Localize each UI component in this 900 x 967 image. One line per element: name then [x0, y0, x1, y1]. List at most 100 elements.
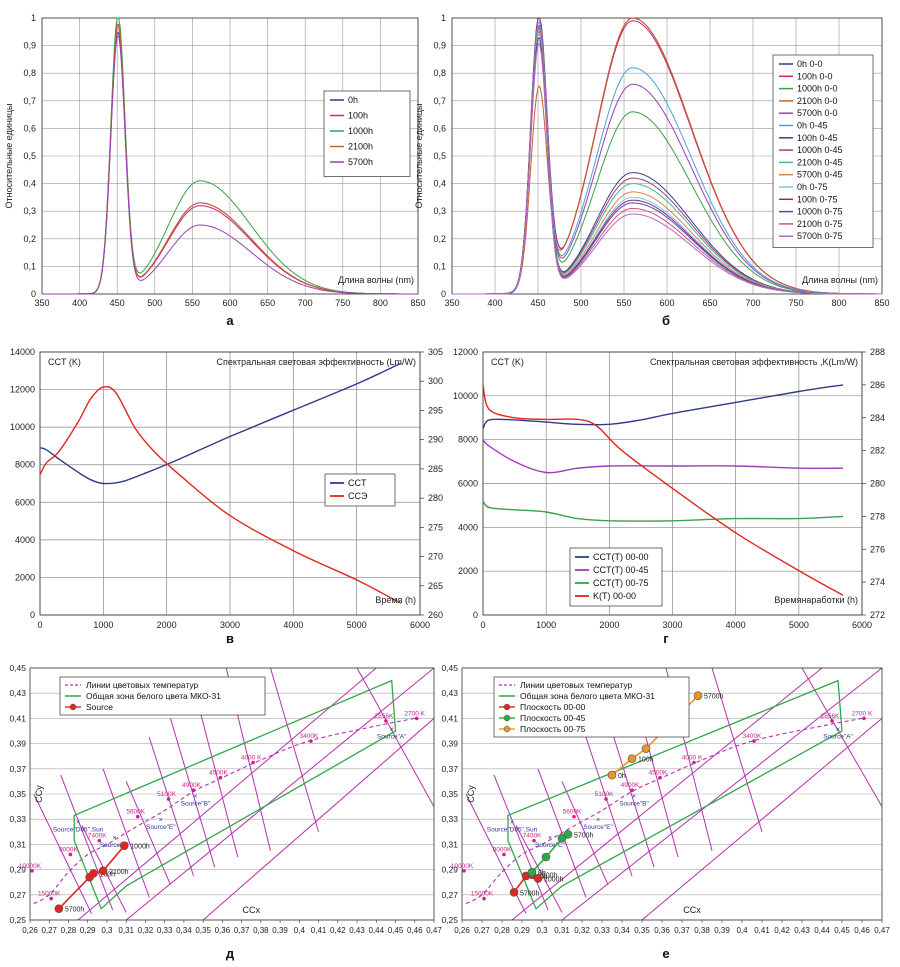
- cct-marker: [384, 719, 388, 723]
- cct-label: 15000K: [471, 891, 494, 898]
- legend-box: [324, 473, 396, 507]
- legend-entry: 0h 0-0: [797, 59, 823, 69]
- data-point: [54, 904, 64, 913]
- chart-e: 0,26 0,27 0,28 0,29 0,3 0,31 0,32 0,33 0,34 0,35 0…: [441, 663, 890, 961]
- cct-label: 4000 K: [682, 755, 703, 762]
- cct-label: 4900K: [621, 782, 640, 789]
- b-caption: б: [662, 313, 670, 328]
- legend-entry: 100h: [348, 111, 368, 121]
- x-tick-label: 500: [147, 298, 162, 308]
- x-tick-label: 0,29: [514, 926, 530, 935]
- cct-marker: [692, 760, 696, 765]
- x-tick-label: 0,42: [774, 926, 790, 935]
- x-tick-label: 0,39: [272, 926, 288, 935]
- g-plot-frame: [482, 351, 863, 616]
- x-tick-label: 750: [788, 298, 803, 308]
- y-tick-label: 10000: [453, 391, 478, 401]
- legend-entry: 0h: [348, 95, 358, 105]
- y2-axis-label: Спектральная световая эффективность (Lm/…: [217, 357, 416, 367]
- x-tick-label: 0,43: [349, 926, 365, 935]
- cct-marker: [482, 896, 486, 901]
- y-tick-label: 0,37: [9, 764, 26, 774]
- legend-entry: Общая зона белого цвета МКО-31: [520, 691, 655, 701]
- series-line-2: [482, 500, 844, 522]
- source-label: Source"B": [619, 800, 649, 807]
- x-tick-label: 850: [410, 298, 425, 308]
- y-tick-label: 1: [31, 13, 36, 23]
- x-tick-label: 5000: [789, 620, 809, 630]
- x-tick-label: 0,34: [176, 926, 192, 935]
- data-point: [693, 691, 703, 701]
- cct-label: 4500K: [209, 770, 228, 777]
- x-tick-label: 0,41: [311, 926, 327, 935]
- series-line-1: [39, 385, 402, 604]
- y-tick-label: 0,3: [23, 206, 36, 216]
- y-tick-label: 6000: [15, 497, 35, 507]
- y-tick-label: 2000: [458, 566, 478, 576]
- chart-b: 350 400 450 500 550 600 650 700 750 800 850 0 0,1 0,2…: [414, 13, 890, 328]
- isotemperature-line: [711, 668, 763, 832]
- cct-label: 2700 K: [404, 710, 425, 717]
- y2-tick-label: 288: [870, 347, 885, 357]
- cct-marker: [166, 797, 171, 801]
- isotemperature-line: [60, 774, 114, 911]
- x-tick-label: 3000: [220, 620, 240, 630]
- cct-label: 7400K: [523, 833, 542, 840]
- x-tick-label: 0,32: [138, 926, 154, 935]
- isotemperature-line: [125, 781, 171, 885]
- v-plot-frame: [39, 351, 421, 616]
- y-tick-label: 0,33: [9, 814, 26, 824]
- isotemperature-line: [269, 668, 320, 832]
- y-tick-label: 0,6: [433, 123, 446, 133]
- cct-label: 3400K: [299, 733, 318, 740]
- cct-label: 9000K: [59, 846, 78, 853]
- x-axis-label: Длина волны (nm): [802, 275, 878, 285]
- white-zone-boundary: [73, 679, 397, 910]
- y-tick-label: 0: [473, 610, 478, 620]
- cct-marker: [135, 814, 140, 819]
- legend-entry: 100h 0-45: [797, 133, 838, 143]
- cct-label: 3400K: [743, 733, 762, 740]
- point-label: 100h: [638, 757, 654, 764]
- isotemperature-line: [607, 718, 655, 868]
- legend-entry: Плоскость 00-75: [520, 724, 586, 734]
- x-tick-label: 0,33: [594, 926, 610, 935]
- cct-label: 15000K: [38, 891, 61, 898]
- cct-marker: [309, 739, 313, 743]
- y-tick-label: 12000: [10, 385, 35, 395]
- x-tick-label: 0,41: [754, 926, 770, 935]
- y-tick-label: 0,1: [23, 261, 36, 271]
- series-line-14: [452, 43, 882, 295]
- y-tick-label: 0,31: [9, 839, 26, 849]
- x-tick-label: 0,28: [61, 926, 77, 935]
- x-tick-label: 0,43: [794, 926, 810, 935]
- x-tick-label: 0,44: [814, 926, 830, 935]
- y-tick-label: 0,2: [23, 234, 36, 244]
- legend-swatch-marker: [503, 714, 511, 722]
- point-label: 5700h: [65, 907, 85, 914]
- x-tick-label: 600: [222, 298, 237, 308]
- y2-tick-label: 286: [870, 380, 885, 390]
- y-tick-label: 0,6: [23, 123, 36, 133]
- legend-swatch-marker: [503, 703, 511, 711]
- y-tick-label: 0,31: [441, 839, 458, 849]
- x-tick-label: 0,38: [694, 926, 710, 935]
- y-tick-label: 6000: [458, 479, 478, 489]
- source-label: Source"E": [146, 824, 176, 831]
- y-tick-label: 0,41: [441, 713, 458, 723]
- legend-entry: Source: [86, 702, 113, 712]
- cct-label: 2856K: [375, 713, 394, 720]
- cct-label: 5600K: [126, 809, 145, 816]
- cct-label: 2700 K: [852, 710, 873, 717]
- x-axis-label: Время (h): [375, 595, 416, 605]
- y-tick-label: 0,29: [9, 865, 26, 875]
- x-tick-label: 1000: [536, 620, 556, 630]
- isotemperature-line: [641, 718, 882, 920]
- y-tick-label: 0,4: [433, 179, 446, 189]
- y-tick-label: 0,7: [433, 96, 446, 106]
- y2-tick-label: 272: [870, 610, 885, 620]
- x-tick-label: 650: [702, 298, 717, 308]
- source-label: Source"E": [583, 824, 613, 831]
- e-plot-frame: [461, 667, 883, 921]
- x-tick-label: 350: [444, 298, 459, 308]
